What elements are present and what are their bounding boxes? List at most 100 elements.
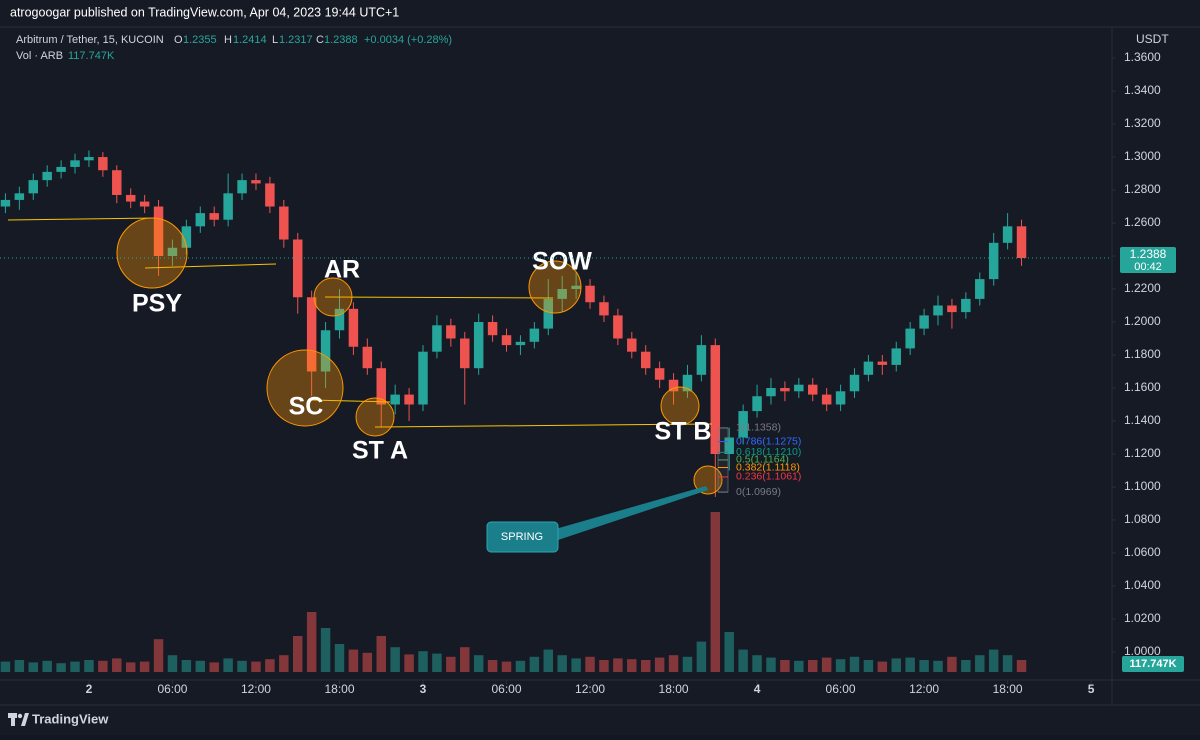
candle-body (529, 328, 540, 342)
volume-bar (112, 658, 122, 672)
volume-bar (153, 639, 164, 672)
candle-body (334, 308, 345, 331)
volume-bar (835, 659, 846, 672)
callout-box (486, 521, 559, 553)
logo-mark (21, 713, 29, 726)
candle-body (362, 346, 373, 369)
y-tick-label: 1.3600 (1124, 50, 1161, 64)
candle-body (1002, 226, 1013, 243)
price-tag (1120, 246, 1176, 273)
volume-bar (390, 647, 400, 672)
candle-body (877, 361, 888, 365)
volume-tag (1122, 656, 1184, 672)
y-tick-label: 1.0800 (1124, 512, 1161, 526)
volume-bar (223, 658, 233, 672)
candle-body (696, 345, 707, 375)
volume-bar (543, 649, 554, 672)
fib-label: 0.5(1.1164) (736, 454, 789, 466)
candle-body (794, 384, 804, 392)
volume-bar (334, 644, 345, 672)
volume-bar (292, 636, 303, 672)
volume-bar (501, 661, 512, 672)
volume-bar (42, 660, 52, 672)
volume-bar (585, 656, 595, 672)
volume-bar (696, 641, 707, 672)
y-axis-label: USDT (1136, 32, 1169, 46)
volume-bar (780, 660, 790, 672)
candle-body (404, 394, 414, 405)
volume: 117.747K (68, 50, 115, 62)
y-tick-label: 1.1600 (1124, 380, 1161, 394)
candle-body (42, 171, 52, 181)
volume-bar (195, 660, 206, 672)
volume-bar (947, 656, 957, 672)
candle-body (237, 180, 247, 194)
candle-body (571, 285, 581, 290)
logo-mark (11, 717, 15, 726)
volume-bar (460, 647, 470, 672)
volume-bar (766, 657, 776, 672)
volume-bar (654, 657, 665, 672)
candle-body (752, 396, 762, 412)
volume-bar (557, 655, 567, 672)
volume-bar (821, 657, 832, 672)
volume-bar (1016, 660, 1027, 672)
publisher: atrogoogar published on TradingView.com,… (10, 5, 399, 19)
volume-bar (599, 660, 609, 672)
logo-mark (17, 713, 23, 719)
volume-bar (961, 660, 971, 672)
y-tick-label: 1.1400 (1124, 413, 1161, 427)
candle-body (543, 298, 554, 329)
marker-circle (693, 465, 723, 495)
candle-body (487, 322, 498, 336)
volume-bar (794, 660, 804, 672)
volume-bar (1002, 655, 1013, 672)
high: 1.2414 (233, 34, 267, 46)
x-tick-label: 18:00 (324, 682, 354, 696)
volume-bar (167, 655, 178, 672)
candle-body (279, 206, 289, 240)
volume-bar (682, 656, 693, 672)
volume-bar (710, 512, 721, 672)
price-tag-countdown: 00:42 (1134, 261, 1162, 273)
candle-body (0, 199, 11, 207)
marker-circle (355, 397, 395, 437)
candle-body (863, 361, 874, 375)
volume-bar (56, 663, 66, 672)
candle-body (613, 315, 623, 339)
candle-body (209, 213, 219, 220)
x-tick-label: 2 (86, 682, 93, 696)
plot (0, 150, 1027, 672)
fib-label: 0.618(1.1210) (736, 446, 801, 458)
volume-bar (863, 660, 874, 672)
candle-body (84, 157, 94, 161)
volume-bar (877, 661, 888, 672)
candle-body (70, 160, 80, 167)
volume-bar (613, 658, 623, 672)
volume-bar (279, 655, 289, 672)
candle-body (821, 394, 832, 405)
y-tick-label: 1.0000 (1124, 644, 1161, 658)
volume-bar (571, 658, 581, 672)
volume-bar (362, 652, 373, 672)
x-tick-label: 18:00 (659, 682, 689, 696)
close: 1.2388 (324, 34, 358, 46)
candle-body (153, 206, 164, 257)
candle-body (473, 322, 484, 369)
annotation: SOW (532, 248, 592, 276)
candle-body (835, 391, 846, 405)
volume-bar (376, 636, 386, 672)
volume-tag-value: 117.747K (1129, 658, 1176, 670)
volume-bar (237, 660, 247, 672)
level-line (7, 217, 156, 221)
y-tick-label: 1.3200 (1124, 116, 1161, 130)
y-tick-label: 1.2000 (1124, 314, 1161, 328)
open: 1.2355 (183, 34, 217, 46)
candle-body (640, 351, 651, 369)
volume-bar (84, 660, 94, 672)
annotation: SC (289, 393, 324, 421)
callout-pointer (552, 486, 708, 542)
level-line (374, 423, 713, 428)
candle-body (515, 341, 526, 346)
